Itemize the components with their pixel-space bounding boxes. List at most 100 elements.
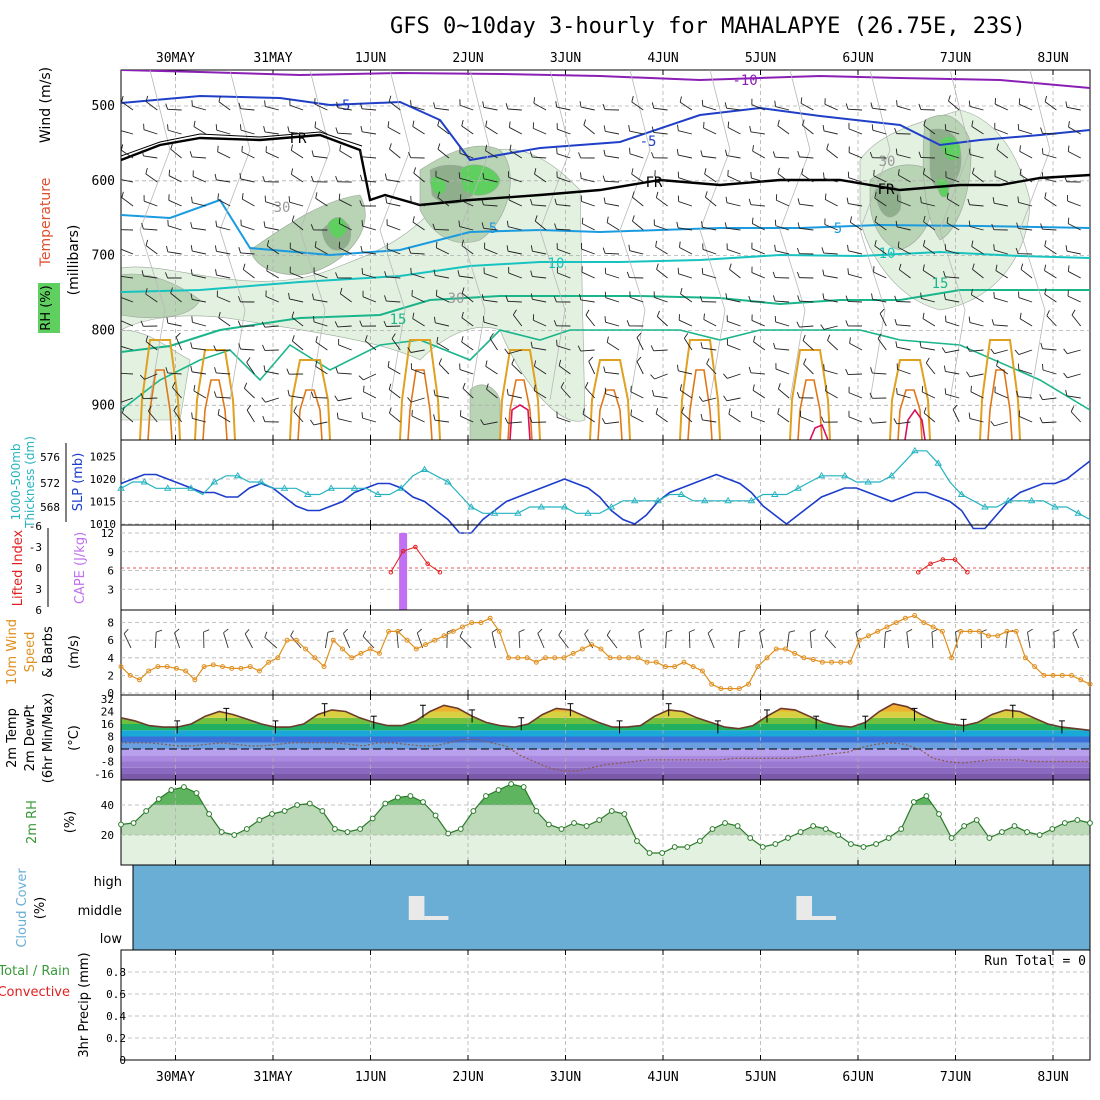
- wind-barb-flag: [334, 321, 339, 328]
- wind-barb: [362, 251, 377, 255]
- wind-barb-flag: [626, 271, 630, 278]
- wind-barb: [313, 421, 328, 426]
- rh-point: [1036, 832, 1043, 838]
- wind-barb: [315, 246, 328, 255]
- wind-barb-flag: [553, 320, 557, 326]
- wind-barb: [289, 201, 304, 207]
- rh-contour: [459, 70, 491, 401]
- wind-barb: [751, 272, 765, 279]
- wind-barb: [654, 175, 668, 183]
- wind-speed-point: [450, 628, 456, 634]
- wind-barb-flag: [433, 414, 436, 421]
- wind-barb-flag: [796, 392, 800, 398]
- wind-barb-flag: [656, 263, 659, 270]
- thickness-point: [770, 490, 779, 497]
- wind-speed-point: [736, 686, 742, 692]
- wind-barb: [508, 272, 522, 279]
- wind-barb-flag: [822, 293, 825, 300]
- wind-barb-flag: [121, 95, 124, 102]
- wind-barb: [532, 250, 547, 255]
- wind-barb-flag: [190, 365, 193, 372]
- wind-barb-flag: [530, 293, 533, 300]
- rh-point: [747, 835, 754, 841]
- wind-barb: [216, 226, 231, 231]
- rh-point: [860, 844, 867, 850]
- rh-point: [1011, 823, 1018, 829]
- wind-barb-flag: [946, 216, 949, 224]
- wind-barb-flag: [384, 271, 387, 278]
- wind-barb-flag: [972, 263, 975, 270]
- wind-barb-flag: [311, 391, 314, 398]
- wind-barb: [289, 104, 304, 111]
- wind-barb-flag: [1017, 196, 1020, 203]
- rh-point: [218, 829, 225, 835]
- rh-point: [545, 821, 552, 828]
- wind-barb-flag: [1065, 101, 1068, 108]
- wind-barb-flag: [777, 383, 781, 390]
- wind-barb-flag: [666, 629, 673, 633]
- temp-contour-20: [194, 349, 236, 440]
- slp-tick: 1015: [90, 496, 117, 509]
- rh-point: [734, 823, 741, 829]
- temp-contour-10: [121, 250, 1090, 293]
- wind-speed-point: [875, 628, 881, 634]
- wind-barb-flag: [215, 269, 217, 276]
- wind-speed-point: [284, 637, 290, 643]
- rh-tick: 20: [101, 829, 114, 842]
- wind-barb-flag: [241, 193, 244, 200]
- wind-barb: [920, 156, 935, 159]
- rh-point: [722, 820, 728, 826]
- precip-total-label: Total / Rain: [0, 964, 70, 979]
- wind-barb: [897, 200, 911, 207]
- wind-barb-flag: [1063, 372, 1068, 379]
- wind-speed-point: [515, 655, 521, 661]
- wind-speed-point: [413, 646, 419, 652]
- wind-barb-flag: [408, 247, 412, 254]
- wind-barb-flag: [165, 103, 169, 110]
- wind-barb-flag: [943, 293, 946, 300]
- wind-barb: [483, 227, 498, 231]
- rh-point: [885, 835, 892, 841]
- wind-barb-flag: [706, 358, 710, 365]
- wind-barb: [167, 322, 182, 327]
- cape-tick: 6: [107, 565, 114, 578]
- wind-barb-flag: [971, 288, 973, 295]
- wind-barb-flag: [461, 120, 464, 127]
- wind-barb: [191, 371, 206, 375]
- wind-barb: [1046, 315, 1057, 327]
- wind-barb: [1018, 297, 1033, 303]
- wind-barb: [629, 250, 644, 255]
- wind-barb: [606, 222, 620, 231]
- wind-barb: [459, 152, 474, 159]
- wind-barb-flag: [458, 172, 461, 179]
- wind-barb: [656, 197, 668, 207]
- wind-barb: [752, 389, 766, 399]
- wind-barb-flag: [553, 296, 557, 303]
- wind-barb-flag: [821, 416, 825, 423]
- wind-barb: [751, 177, 765, 183]
- thickness-point: [350, 484, 359, 491]
- top-day-label: 2JUN: [452, 51, 483, 66]
- wind-barb-flag: [871, 293, 874, 300]
- wind-barb-flag: [361, 220, 364, 227]
- wind-barb-flag: [679, 384, 682, 391]
- rh-point: [621, 811, 628, 817]
- wind-barb-flag: [943, 270, 946, 277]
- thickness-line: [120, 450, 1091, 521]
- wind-barb: [945, 371, 960, 375]
- wind-barb: [630, 415, 644, 423]
- wind-barb-flag: [923, 215, 926, 222]
- temp-contour-20: [679, 339, 721, 440]
- rh2m-panel: 40 20 2m RH (%): [25, 779, 1093, 866]
- wind-barb-flag: [676, 221, 679, 228]
- thickness-point: [864, 478, 872, 485]
- wind-barb-flag: [588, 356, 594, 362]
- wind-barb: [410, 349, 425, 353]
- wind-barb-flag: [389, 143, 392, 150]
- wind-speed-point: [386, 628, 392, 634]
- wind-barb: [435, 322, 450, 327]
- wind-barb: [1068, 151, 1081, 159]
- wind-barb: [363, 373, 377, 381]
- rh-point: [231, 832, 238, 838]
- wind-barb: [681, 412, 693, 423]
